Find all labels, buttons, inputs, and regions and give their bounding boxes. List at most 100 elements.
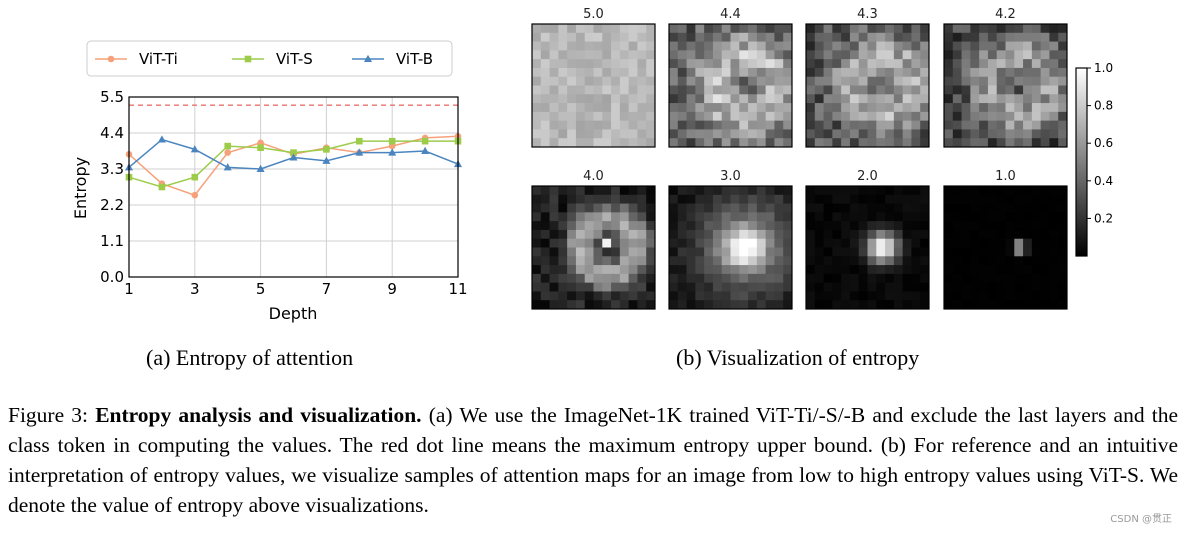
heatmap-cell	[952, 76, 962, 86]
heatmap-cell	[1031, 256, 1042, 266]
heatmap-cell	[540, 85, 550, 95]
heatmap-cell	[1058, 85, 1068, 95]
heatmap-cell	[979, 94, 989, 104]
heatmap-cell	[619, 273, 630, 284]
attention-map: 4.2	[943, 7, 1068, 148]
heatmap-cell	[739, 24, 749, 34]
heatmap-cell	[885, 238, 895, 248]
heatmap-cell	[1014, 67, 1024, 78]
heatmap-cell	[532, 85, 542, 95]
heatmap-cell	[858, 94, 868, 104]
heatmap-cell	[677, 67, 687, 78]
heatmap-cell	[1014, 129, 1024, 139]
heatmap-cell	[893, 32, 904, 42]
heatmap-cell	[944, 238, 954, 248]
heatmap-cell	[637, 300, 647, 310]
heatmap-cell	[814, 85, 824, 95]
heatmap-cell	[841, 212, 851, 222]
heatmap-cell	[748, 111, 758, 122]
heatmap-cell	[611, 111, 621, 122]
heatmap-cell	[1040, 129, 1050, 139]
heatmap-cell	[756, 32, 767, 42]
heatmap-cell	[532, 212, 542, 222]
heatmap-cell	[602, 85, 612, 95]
heatmap-cell	[911, 94, 921, 104]
heatmap-cell	[558, 247, 568, 257]
heatmap-cell	[558, 76, 568, 86]
y-tick-label: 1.1	[100, 232, 124, 250]
heatmap-cell	[814, 59, 824, 69]
heatmap-cell	[911, 212, 921, 222]
heatmap-cell	[952, 129, 962, 139]
heatmap-cell	[774, 291, 784, 301]
heatmap-cell	[584, 85, 594, 95]
heatmap-cell	[1014, 186, 1024, 196]
heatmap-cell	[1040, 24, 1050, 34]
heatmap-cell	[712, 111, 723, 122]
heatmap-cell	[677, 265, 687, 275]
heatmap-cell	[584, 50, 594, 60]
heatmap-cell	[549, 24, 559, 34]
heatmap-cell	[549, 67, 559, 78]
heatmap-cell	[911, 85, 921, 95]
chart-series	[125, 132, 462, 199]
heatmap-cell	[1031, 129, 1042, 139]
heatmap-cell	[783, 256, 793, 266]
heatmap-cell	[783, 103, 793, 113]
heatmap-cell	[567, 282, 577, 292]
heatmap-cell	[979, 291, 989, 301]
heatmap-cell	[876, 32, 886, 42]
heatmap-cell	[774, 300, 784, 310]
heatmap-cell	[748, 300, 758, 310]
heatmap-cell	[540, 186, 550, 196]
heatmap-cell	[961, 203, 971, 213]
heatmap-cell	[628, 32, 638, 42]
heatmap-cell	[549, 111, 559, 122]
heatmap-cell	[756, 186, 767, 196]
heatmap-cell	[858, 203, 868, 213]
heatmap-cell	[952, 32, 962, 42]
heatmap-cell	[1014, 282, 1024, 292]
heatmap-cell	[920, 282, 930, 292]
heatmap-cell	[646, 203, 656, 213]
heatmap-cell	[849, 138, 860, 148]
heatmap-cell	[721, 111, 731, 122]
heatmap-cell	[704, 221, 714, 231]
heatmap-cell	[721, 256, 731, 266]
heatmap-cell	[774, 94, 784, 104]
heatmap-cell	[721, 76, 731, 86]
caption-prefix: Figure 3:	[8, 403, 96, 427]
heatmap-cell	[944, 32, 954, 42]
heatmap-cell	[823, 256, 833, 266]
heatmap-cell	[911, 300, 921, 310]
heatmap-cell	[712, 282, 723, 292]
heatmap-cell	[1005, 32, 1015, 42]
heatmap-cell	[730, 24, 740, 34]
heatmap-cell	[540, 67, 550, 78]
heatmap-cell	[876, 186, 886, 196]
heatmap-cell	[739, 300, 749, 310]
heatmap-cell	[996, 212, 1006, 222]
heatmap-cell	[1049, 265, 1059, 275]
heatmap-cell	[593, 94, 603, 104]
heatmap-cell	[902, 32, 912, 42]
heatmap-cell	[748, 221, 758, 231]
heatmap-cell	[712, 85, 723, 95]
heatmap-cell	[814, 212, 824, 222]
heatmap-cell	[814, 103, 824, 113]
heatmap-cell	[920, 186, 930, 196]
heatmap-cell	[765, 67, 775, 78]
heatmap-cell	[1049, 138, 1059, 148]
heatmap-cell	[867, 94, 877, 104]
chart-ticks: 1 3 5 7 9 110.01.12.23.34.45.5	[100, 88, 467, 298]
heatmap-cell	[783, 94, 793, 104]
heatmap-cell	[1023, 24, 1033, 34]
heatmap-cell	[858, 194, 868, 204]
heatmap-cell	[1031, 194, 1042, 204]
heatmap-cell	[628, 103, 638, 113]
heatmap-cell	[540, 41, 550, 51]
heatmap-cell	[970, 186, 980, 196]
heatmap-cell	[602, 41, 612, 51]
heatmap-cell	[637, 67, 647, 78]
heatmap-cell	[867, 138, 877, 148]
